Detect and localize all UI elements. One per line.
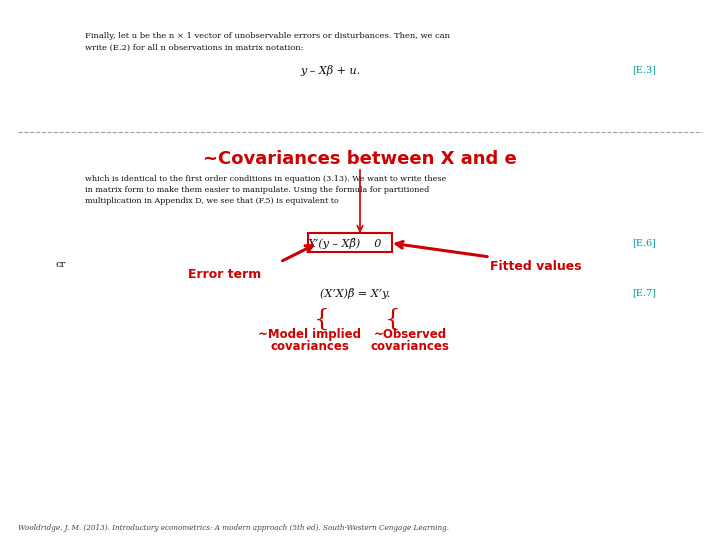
Text: write (E.2) for all n observations in matrix notation:: write (E.2) for all n observations in ma… bbox=[85, 44, 304, 52]
Bar bbox=[308, 233, 392, 252]
Text: which is identical to the first order conditions in equation (3.13). We want to : which is identical to the first order co… bbox=[85, 175, 446, 183]
Text: ~Covariances between X and e: ~Covariances between X and e bbox=[203, 150, 517, 168]
Text: y – Xβ + u.: y – Xβ + u. bbox=[300, 65, 360, 76]
Text: ~Model implied: ~Model implied bbox=[258, 328, 361, 341]
Text: [E.7]: [E.7] bbox=[632, 288, 656, 297]
Text: Error term: Error term bbox=[188, 268, 261, 281]
Text: covariances: covariances bbox=[271, 340, 349, 353]
Text: X’(y – Xβ̂)    0: X’(y – Xβ̂) 0 bbox=[308, 238, 382, 249]
Text: Finally, let u be the n × 1 vector of unobservable errors or disturbances. Then,: Finally, let u be the n × 1 vector of un… bbox=[85, 32, 450, 40]
Text: covariances: covariances bbox=[371, 340, 449, 353]
Text: in matrix form to make them easier to manipulate. Using the formula for partitio: in matrix form to make them easier to ma… bbox=[85, 186, 429, 194]
Text: Wooldridge, J. M. (2013). Introductory econometrics: A modern approach (5th ed).: Wooldridge, J. M. (2013). Introductory e… bbox=[18, 524, 449, 532]
Text: ~Observed: ~Observed bbox=[374, 328, 446, 341]
Text: [E.3]: [E.3] bbox=[632, 65, 656, 74]
Text: [E.6]: [E.6] bbox=[632, 238, 656, 247]
Text: {: { bbox=[385, 308, 401, 331]
Text: {: { bbox=[314, 308, 330, 331]
Text: multiplication in Appendix D, we see that (F.5) is equivalent to: multiplication in Appendix D, we see tha… bbox=[85, 197, 338, 205]
Text: cr: cr bbox=[55, 260, 66, 269]
Text: (X’X)β̂ = X’y.: (X’X)β̂ = X’y. bbox=[320, 288, 390, 299]
Text: Fitted values: Fitted values bbox=[490, 260, 582, 273]
